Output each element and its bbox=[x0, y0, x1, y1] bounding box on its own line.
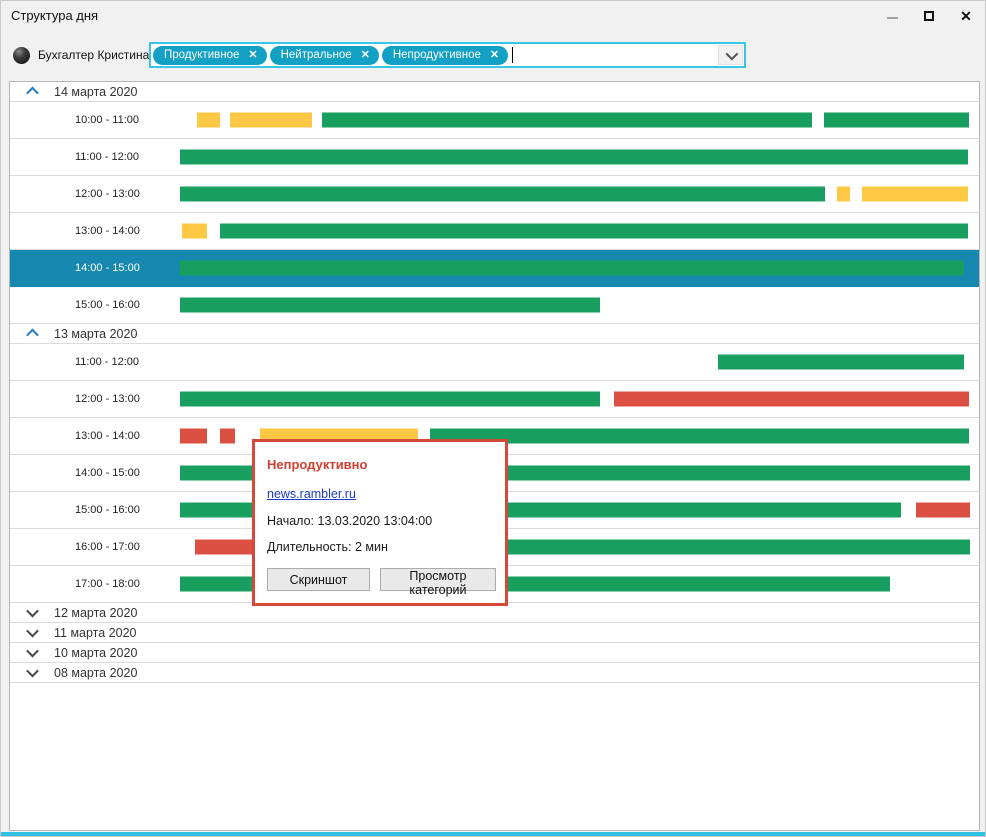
minimize-icon bbox=[886, 17, 898, 19]
time-range-label: 15:00 - 16:00 bbox=[75, 504, 140, 516]
remove-filter-icon[interactable]: ✕ bbox=[489, 48, 500, 61]
time-range-label: 14:00 - 15:00 bbox=[75, 262, 140, 274]
maximize-button[interactable] bbox=[922, 8, 936, 24]
time-range-label: 17:00 - 18:00 bbox=[75, 578, 140, 590]
section-date-label: 13 марта 2020 bbox=[54, 326, 138, 341]
time-range-label: 11:00 - 12:00 bbox=[75, 356, 140, 368]
section-date-label: 10 марта 2020 bbox=[54, 645, 138, 660]
text-cursor bbox=[512, 47, 514, 63]
expand-icon[interactable] bbox=[26, 624, 39, 638]
remove-filter-icon[interactable]: ✕ bbox=[248, 48, 258, 61]
neutral-activity-bar[interactable] bbox=[230, 112, 312, 128]
filter-pill[interactable]: Непродуктивное ✕ bbox=[381, 45, 509, 65]
current-user: Бухгалтер Кристина bbox=[13, 45, 149, 65]
time-range-label: 16:00 - 17:00 bbox=[75, 541, 140, 553]
section-date-label: 08 марта 2020 bbox=[54, 665, 138, 680]
productive-activity-bar[interactable] bbox=[824, 112, 969, 128]
date-section-header[interactable]: 14 марта 2020 bbox=[10, 82, 979, 102]
title-bar: Структура дня ✕ bbox=[1, 1, 985, 31]
productive-activity-bar[interactable] bbox=[180, 297, 600, 313]
timeline-row[interactable]: 10:00 - 11:00 bbox=[10, 102, 979, 139]
date-section-header[interactable]: 13 марта 2020 bbox=[10, 324, 979, 344]
filter-combobox[interactable]: Продуктивное ✕ Нейтральное ✕ Непродуктивное ✕ bbox=[149, 42, 746, 68]
filter-pill-label: Непродуктивное bbox=[392, 49, 481, 61]
minimize-button[interactable] bbox=[885, 8, 899, 24]
window-title: Структура дня bbox=[11, 8, 99, 23]
close-icon: ✕ bbox=[960, 8, 972, 24]
time-range-label: 14:00 - 15:00 bbox=[75, 467, 140, 479]
date-section-header[interactable]: 08 марта 2020 bbox=[10, 663, 979, 683]
view-categories-button[interactable]: Просмотр категорий bbox=[379, 568, 496, 597]
close-button[interactable]: ✕ bbox=[959, 8, 973, 24]
filter-pill[interactable]: Нейтральное ✕ bbox=[269, 45, 379, 65]
unproductive-activity-bar[interactable] bbox=[180, 428, 207, 444]
activity-tooltip: Непродуктивно news.rambler.ru Начало: 13… bbox=[252, 439, 508, 606]
timeline-row[interactable]: 11:00 - 12:00 bbox=[10, 139, 979, 176]
neutral-activity-bar[interactable] bbox=[182, 223, 207, 239]
time-range-label: 13:00 - 14:00 bbox=[75, 225, 140, 237]
window-accent-strip bbox=[1, 832, 985, 836]
productive-activity-bar[interactable] bbox=[718, 354, 964, 370]
time-range-label: 11:00 - 12:00 bbox=[75, 151, 140, 163]
unproductive-activity-bar[interactable] bbox=[195, 539, 270, 555]
remove-filter-icon[interactable]: ✕ bbox=[360, 48, 370, 61]
user-avatar bbox=[13, 46, 30, 64]
tooltip-duration: Длительность: 2 мин bbox=[267, 540, 388, 554]
productive-activity-bar[interactable] bbox=[220, 223, 968, 239]
filter-pill-label: Продуктивное bbox=[164, 49, 240, 61]
section-date-label: 14 марта 2020 bbox=[54, 84, 138, 99]
productive-activity-bar[interactable] bbox=[180, 186, 825, 202]
collapse-icon[interactable] bbox=[26, 86, 39, 100]
time-range-label: 13:00 - 14:00 bbox=[75, 430, 140, 442]
timeline-row[interactable]: 11:00 - 12:00 bbox=[10, 344, 979, 381]
unproductive-activity-bar[interactable] bbox=[916, 502, 970, 518]
tooltip-category-title: Непродуктивно bbox=[267, 457, 368, 472]
date-section-header[interactable]: 11 марта 2020 bbox=[10, 623, 979, 643]
tooltip-buttons: Скриншот Просмотр категорий bbox=[267, 568, 496, 597]
time-range-label: 12:00 - 13:00 bbox=[75, 393, 140, 405]
productive-activity-bar[interactable] bbox=[322, 112, 812, 128]
section-date-label: 12 марта 2020 bbox=[54, 605, 138, 620]
productive-activity-bar[interactable] bbox=[505, 539, 970, 555]
date-section-header[interactable]: 10 марта 2020 bbox=[10, 643, 979, 663]
productive-activity-bar[interactable] bbox=[180, 260, 964, 276]
timeline-row[interactable]: 12:00 - 13:00 bbox=[10, 176, 979, 213]
time-range-label: 15:00 - 16:00 bbox=[75, 299, 140, 311]
productive-activity-bar[interactable] bbox=[430, 428, 969, 444]
expand-icon[interactable] bbox=[26, 664, 39, 678]
timeline-row[interactable]: 15:00 - 16:00 bbox=[10, 287, 979, 324]
time-range-label: 10:00 - 11:00 bbox=[75, 114, 140, 126]
neutral-activity-bar[interactable] bbox=[837, 186, 850, 202]
maximize-icon bbox=[924, 11, 934, 21]
date-section-header[interactable]: 12 марта 2020 bbox=[10, 603, 979, 623]
neutral-activity-bar[interactable] bbox=[197, 112, 220, 128]
screenshot-button[interactable]: Скриншот bbox=[267, 568, 370, 591]
productive-activity-bar[interactable] bbox=[180, 391, 600, 407]
timeline-row[interactable]: 12:00 - 13:00 bbox=[10, 381, 979, 418]
filter-pill[interactable]: Продуктивное ✕ bbox=[153, 45, 267, 65]
collapse-icon[interactable] bbox=[26, 328, 39, 342]
unproductive-activity-bar[interactable] bbox=[614, 391, 969, 407]
filter-pill-label: Нейтральное bbox=[280, 49, 352, 61]
expand-icon[interactable] bbox=[26, 604, 39, 618]
timeline-row[interactable]: 14:00 - 15:00 bbox=[10, 250, 979, 287]
expand-icon[interactable] bbox=[26, 644, 39, 658]
tooltip-start-time: Начало: 13.03.2020 13:04:00 bbox=[267, 514, 433, 528]
timeline-row[interactable]: 13:00 - 14:00 bbox=[10, 213, 979, 250]
tooltip-site-link[interactable]: news.rambler.ru bbox=[267, 487, 356, 501]
chevron-down-icon bbox=[725, 47, 739, 60]
combobox-dropdown-button[interactable] bbox=[718, 45, 743, 65]
window-controls: ✕ bbox=[885, 7, 973, 25]
unproductive-activity-bar[interactable] bbox=[220, 428, 235, 444]
time-range-label: 12:00 - 13:00 bbox=[75, 188, 140, 200]
user-name-label: Бухгалтер Кристина bbox=[38, 48, 150, 62]
timeline-panel: Непродуктивно news.rambler.ru Начало: 13… bbox=[9, 81, 980, 831]
neutral-activity-bar[interactable] bbox=[862, 186, 968, 202]
section-date-label: 11 марта 2020 bbox=[54, 625, 137, 640]
productive-activity-bar[interactable] bbox=[180, 149, 968, 165]
